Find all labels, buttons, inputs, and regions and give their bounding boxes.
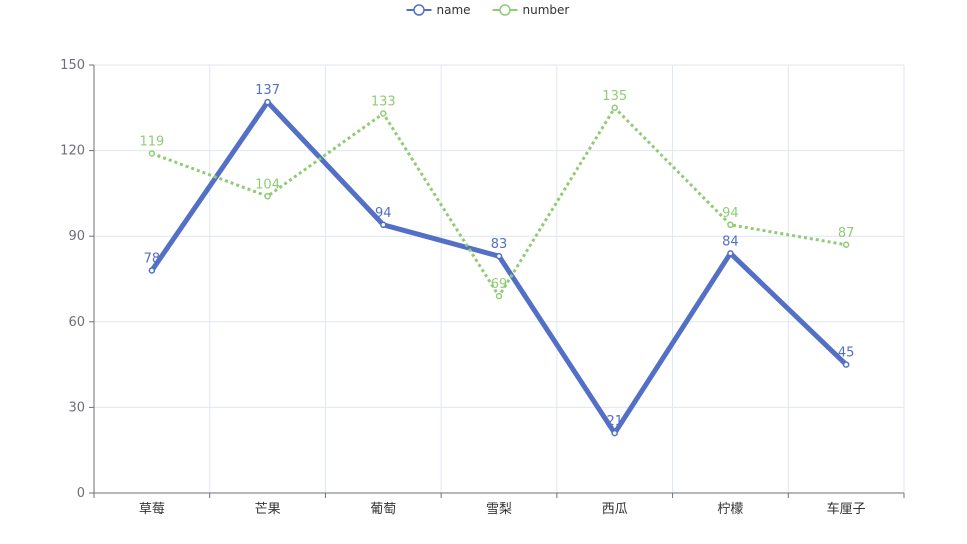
data-label-number: 69: [491, 277, 508, 292]
data-label-number: 87: [838, 226, 855, 241]
data-point-name[interactable]: [727, 250, 734, 257]
data-label-number: 135: [602, 89, 627, 104]
data-point-name[interactable]: [148, 267, 156, 274]
data-point-name[interactable]: [264, 98, 271, 106]
data-label-name: 84: [722, 234, 739, 249]
data-label-number: 119: [139, 134, 164, 149]
axis-layer: 0 30 60 90 120 150 草莓 芒果 葡萄 雪梨 西瓜 柠檬 车厘子: [60, 58, 905, 517]
data-label-name: 21: [606, 414, 623, 429]
legend-label: name: [437, 3, 471, 17]
legend-circle-icon: [413, 4, 425, 16]
y-tick-label: 150: [60, 58, 85, 73]
x-tick-label: 车厘子: [827, 501, 866, 517]
data-label-name: 94: [375, 206, 392, 221]
data-label-number: 133: [371, 95, 396, 110]
data-label-number: 94: [722, 206, 739, 221]
data-label-name: 78: [144, 251, 161, 266]
series-line-name: [149, 99, 848, 436]
y-tick-label: 120: [60, 144, 85, 159]
x-tick-label: 葡萄: [370, 502, 396, 517]
data-label-layer: 78 137 94 83 21 84 45 119 104 133 69 135 94 87: [139, 83, 854, 429]
data-label-name: 83: [491, 237, 508, 252]
data-label-number: 104: [255, 177, 280, 192]
legend[interactable]: name number: [406, 3, 570, 17]
data-point-number[interactable]: [495, 292, 503, 300]
data-point-number[interactable]: [611, 104, 618, 112]
data-point-name[interactable]: [495, 252, 503, 260]
x-tick-label: 西瓜: [602, 502, 628, 517]
data-point-number[interactable]: [148, 150, 156, 157]
data-point-number[interactable]: [842, 241, 850, 249]
legend-item-number[interactable]: number: [492, 3, 570, 17]
y-tick-label: 60: [68, 315, 85, 330]
x-tick-label: 雪梨: [486, 502, 512, 517]
y-tick-label: 0: [77, 486, 85, 501]
data-point-number[interactable]: [264, 193, 271, 200]
series-layer: [148, 98, 850, 437]
data-label-name: 137: [255, 83, 280, 98]
y-tick-label: 90: [68, 229, 85, 244]
x-tick-label: 柠檬: [717, 502, 743, 517]
x-tick-label: 草莓: [139, 502, 165, 517]
legend-circle-icon: [499, 4, 511, 16]
y-tick-label: 30: [68, 400, 85, 415]
data-point-number[interactable]: [727, 221, 734, 229]
data-point-name[interactable]: [611, 429, 618, 437]
data-point-name[interactable]: [842, 361, 850, 368]
x-tick-label: 芒果: [255, 501, 281, 517]
data-point-number[interactable]: [380, 110, 387, 117]
data-point-name[interactable]: [380, 221, 387, 229]
legend-item-name[interactable]: name: [406, 3, 471, 17]
legend-label: number: [523, 3, 570, 17]
data-label-name: 45: [838, 346, 855, 361]
